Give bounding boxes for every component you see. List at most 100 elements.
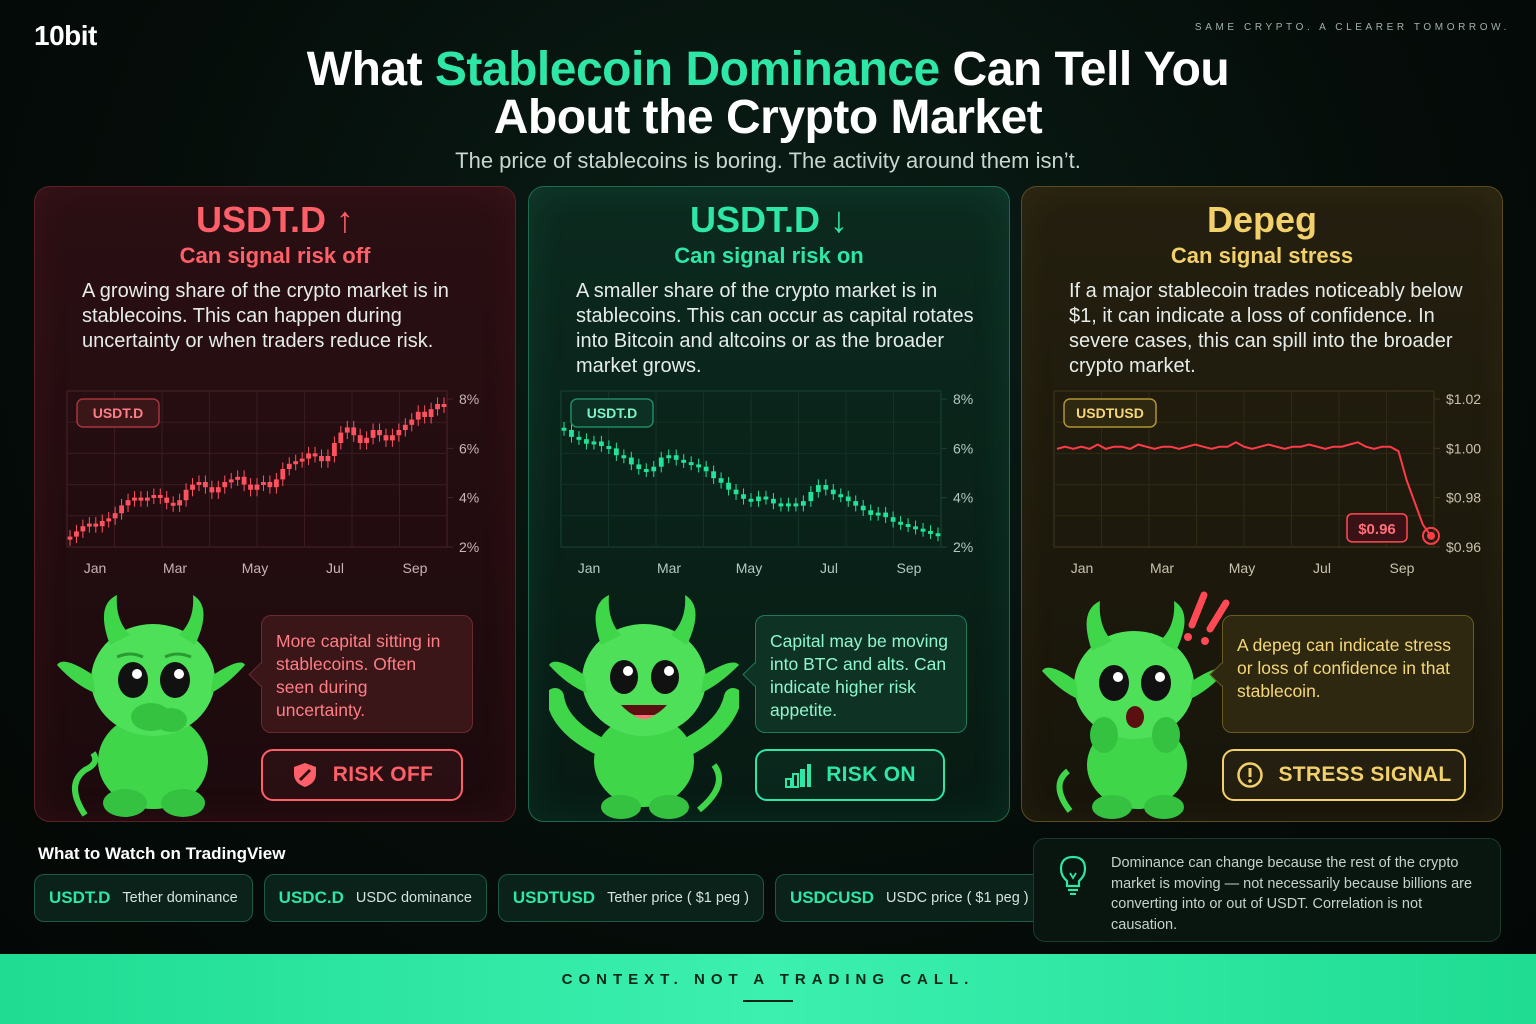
x-tick-label: May bbox=[242, 560, 268, 576]
candle-body bbox=[344, 427, 350, 433]
chart-usdt-d-falling: USDT.D 8% 6% 4% 2% Jan Mar May Jul Sep bbox=[551, 385, 991, 585]
candle-body bbox=[823, 485, 829, 490]
candle-body bbox=[132, 497, 137, 501]
candle-body bbox=[306, 453, 311, 459]
candle-body bbox=[286, 463, 292, 469]
depeg-marker-ring bbox=[1422, 526, 1440, 545]
candle-body bbox=[920, 528, 926, 532]
candle-body bbox=[808, 491, 814, 502]
candle-body bbox=[377, 430, 382, 436]
candle-body bbox=[853, 501, 859, 506]
tag-usdt-d: USDT.D Tether dominance bbox=[34, 874, 253, 922]
candle-body bbox=[599, 441, 604, 447]
candle-body bbox=[718, 478, 724, 483]
card-heading: USDT.D ↑ bbox=[195, 199, 354, 240]
shield-icon bbox=[293, 763, 316, 787]
title-accent: Stablecoin Dominance bbox=[434, 43, 940, 96]
candle-body bbox=[119, 505, 124, 514]
y-tick-label: 6% bbox=[459, 440, 479, 456]
x-tick-label: Jul bbox=[820, 560, 838, 576]
tag-desc: USDC dominance bbox=[355, 890, 472, 906]
candle-body bbox=[409, 419, 415, 425]
chart-svg: USDT.D 8% 6% 4% 2% Jan Mar May Jul Sep bbox=[560, 390, 973, 576]
candle-body bbox=[786, 503, 791, 507]
candle-body bbox=[293, 461, 299, 465]
candle-body bbox=[67, 536, 73, 540]
candle-body bbox=[576, 436, 582, 440]
candle-body bbox=[651, 466, 657, 472]
candle-body bbox=[890, 517, 896, 522]
candle-body bbox=[569, 430, 574, 437]
candle-body bbox=[883, 512, 889, 518]
x-tick-label: Sep bbox=[1390, 560, 1415, 576]
chart-badge-box bbox=[1063, 398, 1157, 428]
mascot-worried bbox=[55, 585, 245, 821]
speech-bubble: A depeg can indicate stress or loss of c… bbox=[1222, 615, 1474, 733]
candle-body bbox=[364, 437, 370, 443]
page-title: What Stablecoin Dominance Can Tell You A… bbox=[0, 46, 1536, 142]
candle-body bbox=[222, 482, 228, 488]
candle-body bbox=[928, 530, 933, 534]
candle-body bbox=[703, 466, 709, 472]
candle-body bbox=[643, 469, 649, 472]
x-tick-label: Jan bbox=[578, 560, 601, 576]
title-line2: About the Crypto Market bbox=[493, 91, 1043, 144]
candle-body bbox=[241, 476, 247, 485]
card-depeg: Depeg Can signal stress If a major stabl… bbox=[1021, 186, 1503, 822]
x-tick-label: Jan bbox=[1071, 560, 1094, 576]
card-subheading: Can signal risk off bbox=[179, 243, 371, 268]
card-body: If a major stablecoin trades noticeably … bbox=[1069, 280, 1463, 377]
x-tick-label: Jul bbox=[1313, 560, 1331, 576]
candle-body bbox=[383, 435, 389, 441]
tag-desc: Tether price ( $1 peg ) bbox=[607, 890, 749, 906]
candle-body bbox=[415, 411, 421, 420]
brand-tagline: SAME CRYPTO. A CLEARER TOMORROW. bbox=[1194, 22, 1510, 33]
series-line bbox=[1056, 441, 1432, 537]
candle-body bbox=[396, 430, 402, 436]
candle-body bbox=[357, 435, 363, 443]
mascot-shocked bbox=[1042, 585, 1232, 821]
tag-usdtusd: USDTUSD Tether price ( $1 peg ) bbox=[497, 874, 764, 922]
card-risk-off: USDT.D ↑ Can signal risk off A growing s… bbox=[34, 186, 516, 822]
chart-svg: $0.96 USDTUSD $1.02 $1.00 $0.98 $0.96 Jan Mar Ma… bbox=[1053, 390, 1481, 576]
candle-body bbox=[838, 494, 844, 498]
candle-body bbox=[793, 503, 799, 507]
candle-body bbox=[628, 457, 634, 465]
chart-usdt-d-rising: USDT.D 8% 6% 4% 2% Jan Mar May Jul Sep bbox=[57, 385, 497, 585]
card-subheading: Can signal risk on bbox=[674, 243, 864, 268]
card-heading: USDT.D ↓ bbox=[689, 199, 848, 240]
mascot-happy-icon bbox=[546, 595, 742, 819]
mascot-worried-icon bbox=[57, 595, 245, 817]
chart-badge-box bbox=[570, 398, 654, 428]
candle-body bbox=[428, 409, 434, 417]
tag-desc: USDC price ( $1 peg ) bbox=[886, 890, 1029, 906]
candle-body bbox=[681, 459, 687, 463]
note-text: Dominance can change because the rest of… bbox=[1111, 855, 1473, 933]
title-pre: What bbox=[306, 43, 435, 96]
candle-body bbox=[830, 489, 836, 495]
chart-usdtusd-depeg: $0.96 USDTUSD $1.02 $1.00 $0.98 $0.96 Jan Mar Ma… bbox=[1044, 385, 1484, 585]
y-tick-label: 8% bbox=[953, 391, 973, 407]
x-tick-label: May bbox=[1229, 560, 1255, 576]
title-post: Can Tell You bbox=[939, 43, 1230, 96]
candle-body bbox=[666, 455, 672, 459]
candle-body bbox=[621, 455, 627, 459]
candle-body bbox=[673, 455, 679, 460]
speech-bubble: Capital may be moving into BTC and alts.… bbox=[755, 615, 967, 733]
chart-badge-box bbox=[76, 398, 160, 428]
page-subtitle: The price of stablecoins is boring. The … bbox=[455, 148, 1081, 173]
candle-body bbox=[93, 523, 99, 527]
candle-body bbox=[280, 469, 286, 480]
card-body: A smaller share of the crypto market is … bbox=[576, 280, 974, 377]
risk-off-badge: RISK OFF bbox=[261, 749, 463, 801]
x-tick-label: Jan bbox=[84, 560, 107, 576]
watch-tags: USDT.D Tether dominance USDC.D USDC domi… bbox=[34, 874, 1044, 922]
candle-body bbox=[273, 479, 279, 488]
candle-body bbox=[74, 531, 79, 537]
candle-body bbox=[905, 524, 911, 528]
card-body: A growing share of the crypto market is … bbox=[82, 280, 449, 352]
lightbulb-icon bbox=[1059, 855, 1087, 895]
y-tick-label: $0.98 bbox=[1446, 490, 1481, 506]
candle-body bbox=[763, 496, 769, 500]
candle-body bbox=[696, 464, 702, 468]
